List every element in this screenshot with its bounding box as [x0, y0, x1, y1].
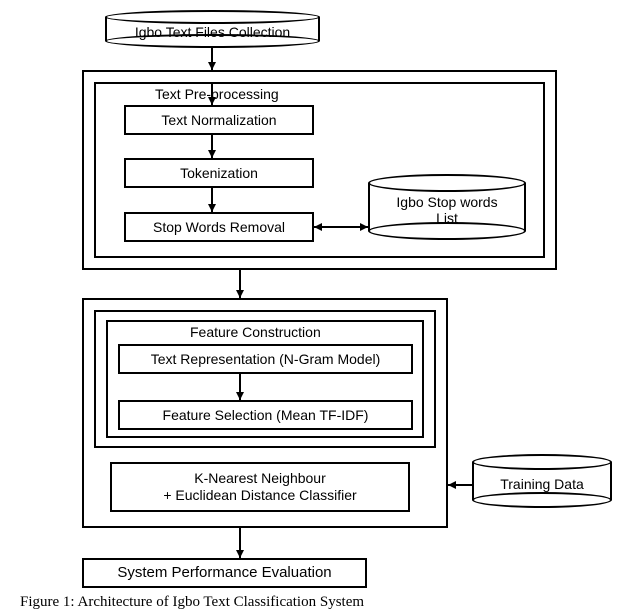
corpus-label: Igbo Text Files Collection [105, 24, 320, 40]
tokenization-box: Tokenization [124, 158, 314, 188]
feature-selection-box: Feature Selection (Mean TF-IDF) [118, 400, 413, 430]
tokenization-label: Tokenization [180, 165, 258, 182]
knn-classifier-box: K-Nearest Neighbour + Euclidean Distance… [110, 462, 410, 512]
text-normalization-box: Text Normalization [124, 105, 314, 135]
knn-classifier-label: K-Nearest Neighbour + Euclidean Distance… [163, 470, 356, 504]
stopwords-removal-box: Stop Words Removal [124, 212, 314, 242]
stopwords-removal-label: Stop Words Removal [153, 219, 285, 236]
training-data-label: Training Data [472, 476, 612, 492]
stopwords-list-cylinder: Igbo Stop words List [368, 174, 526, 240]
figure-caption: Figure 1: Architecture of Igbo Text Clas… [20, 594, 364, 611]
preproc-title: Text Pre-processing [155, 86, 279, 102]
evaluation-label: System Performance Evaluation [117, 564, 331, 582]
stopwords-list-label: Igbo Stop words List [368, 194, 526, 226]
training-data-cylinder: Training Data [472, 454, 612, 508]
flowchart-canvas: Igbo Text Files Collection Text Pre-proc… [0, 0, 640, 616]
text-representation-label: Text Representation (N-Gram Model) [151, 351, 381, 368]
corpus-cylinder: Igbo Text Files Collection [105, 10, 320, 48]
evaluation-box: System Performance Evaluation [82, 558, 367, 588]
feature-construction-title: Feature Construction [190, 324, 321, 340]
text-normalization-label: Text Normalization [161, 112, 276, 129]
text-representation-box: Text Representation (N-Gram Model) [118, 344, 413, 374]
feature-selection-label: Feature Selection (Mean TF-IDF) [163, 407, 369, 424]
